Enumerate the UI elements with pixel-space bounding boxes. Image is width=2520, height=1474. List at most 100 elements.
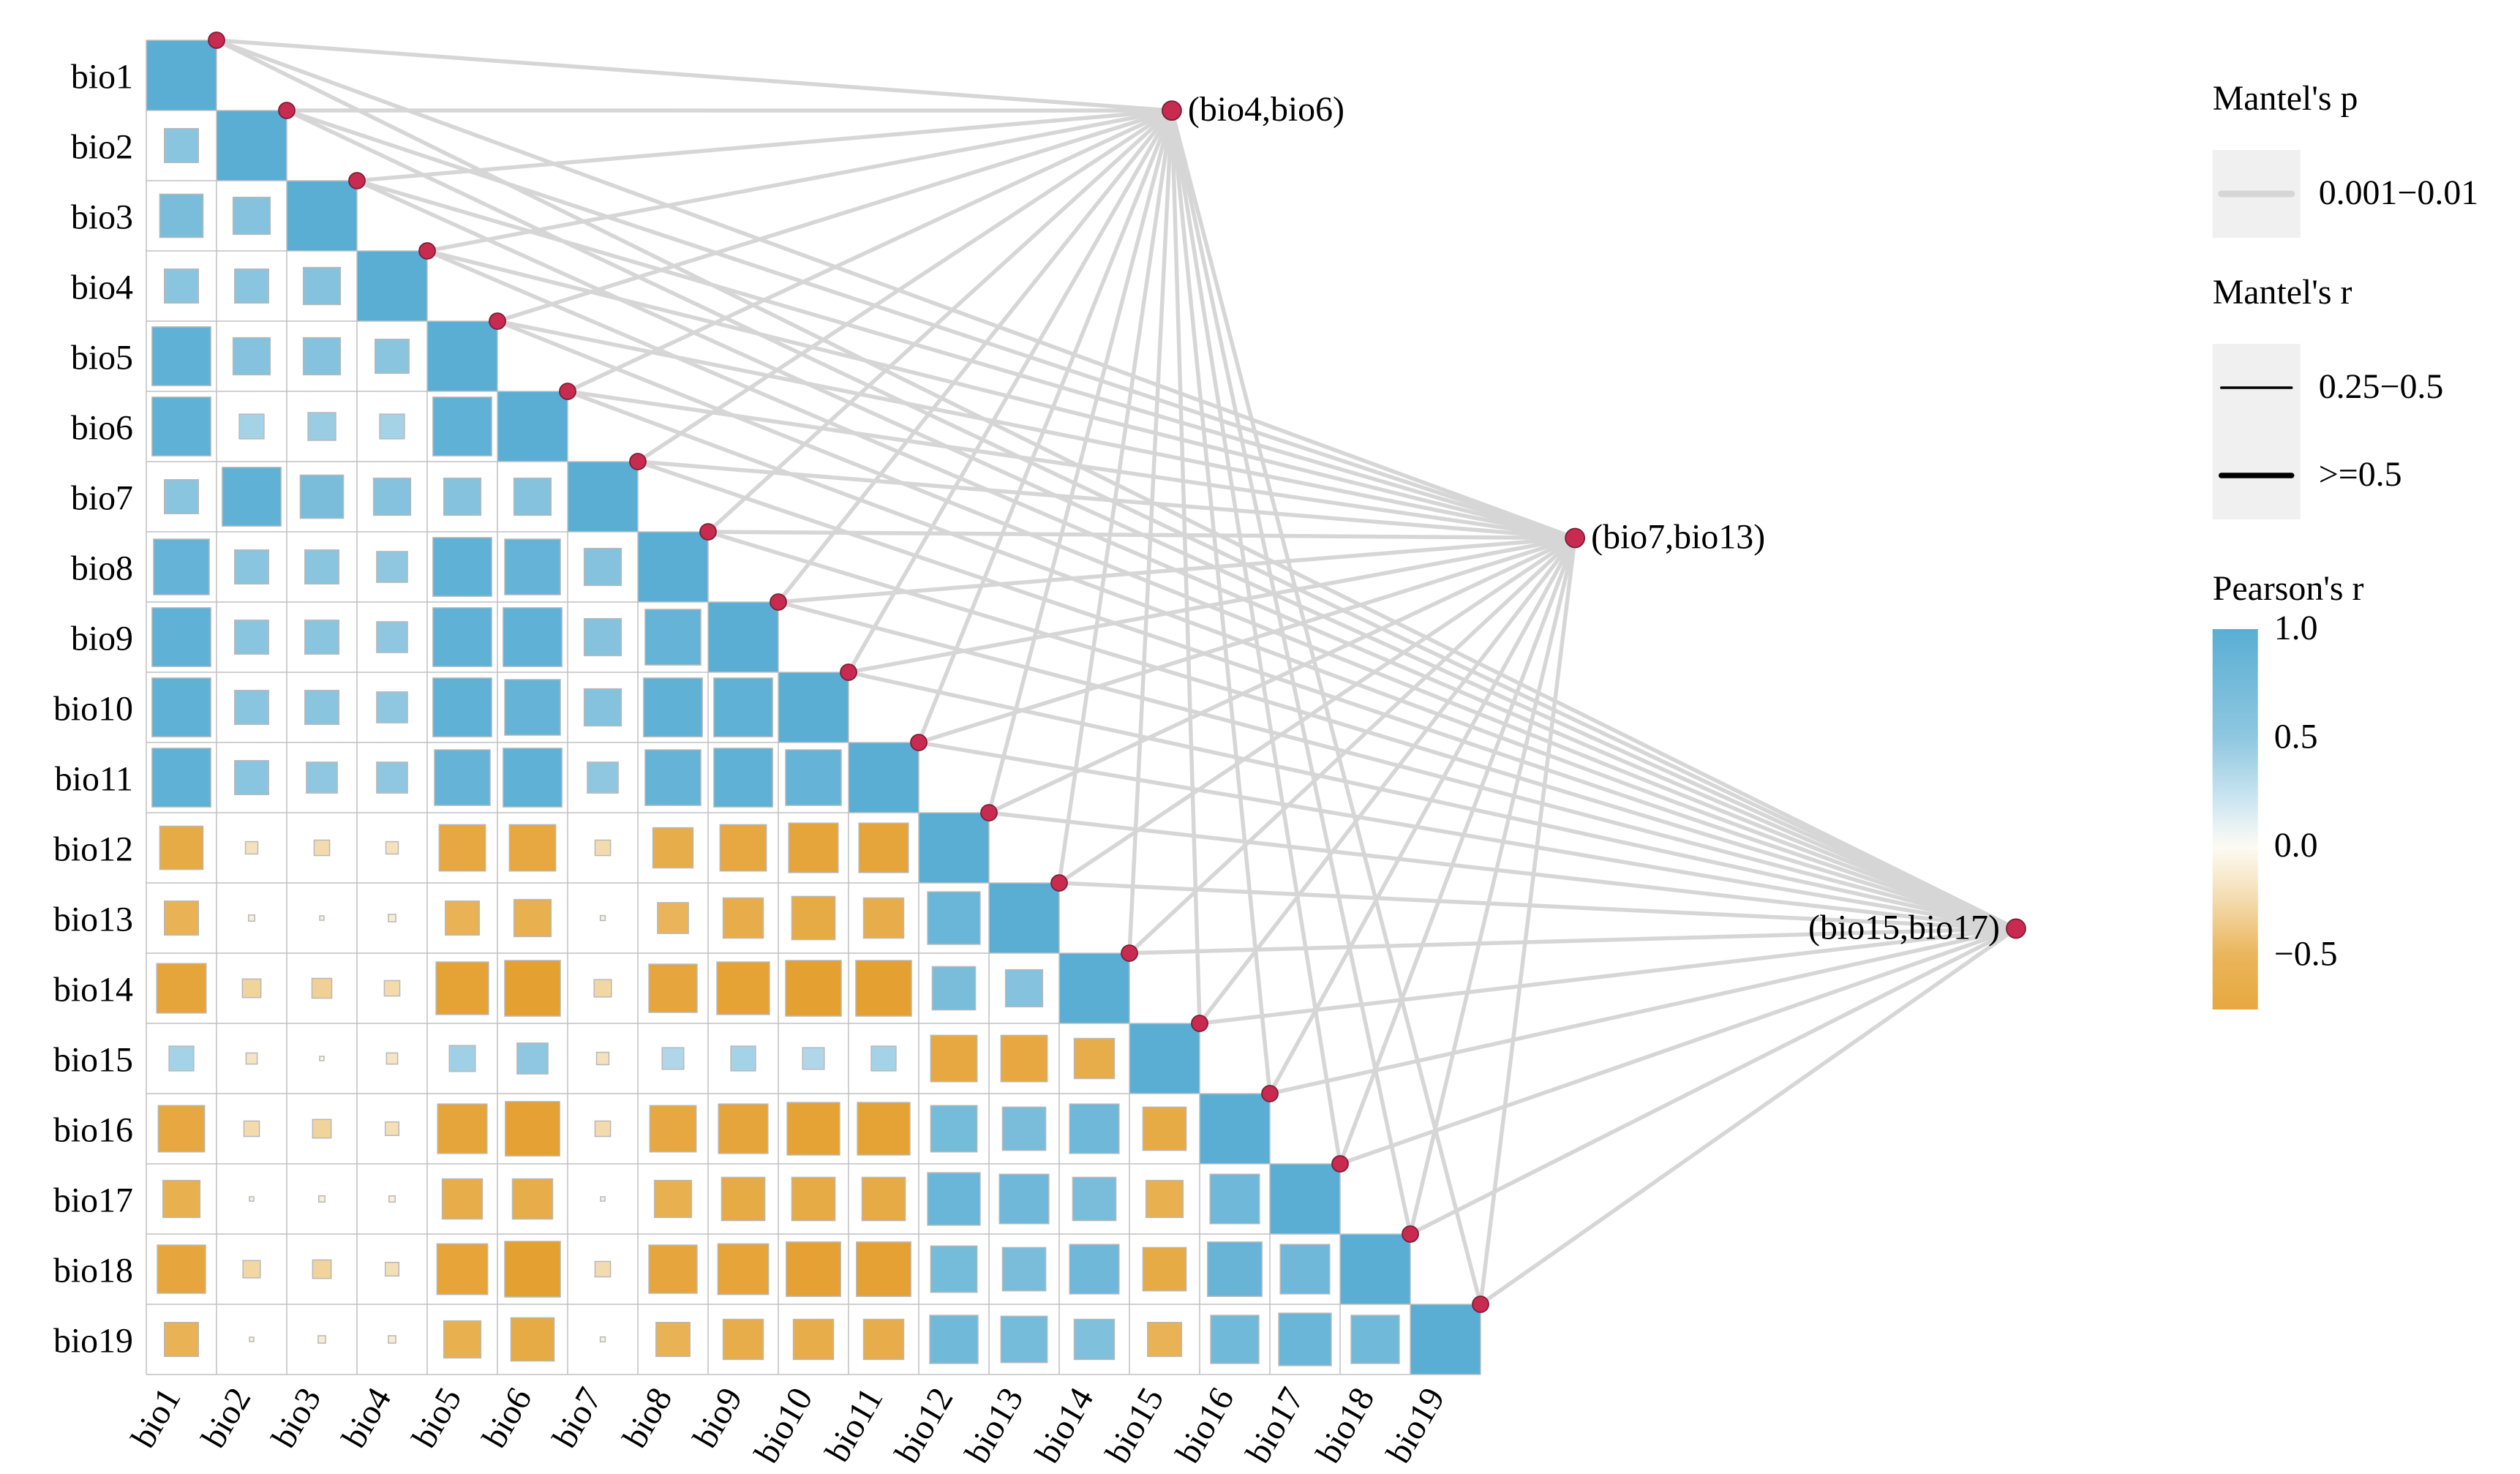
matrix-cell xyxy=(233,338,271,375)
matrix-cell xyxy=(377,692,407,723)
matrix-cell xyxy=(159,826,203,869)
matrix-cell xyxy=(1002,1107,1045,1150)
legend-title-pearson-r: Pearson's r xyxy=(2213,569,2364,608)
legend-item-label: 0.001−0.01 xyxy=(2319,173,2479,212)
matrix-cell xyxy=(222,467,281,526)
matrix-cell xyxy=(244,1121,259,1136)
matrix-cell xyxy=(306,762,337,793)
matrix-cell xyxy=(433,397,492,456)
matrix-cell xyxy=(312,1119,331,1138)
matrix-cell xyxy=(857,1102,910,1155)
y-axis-label: bio10 xyxy=(53,689,133,728)
matrix-cell xyxy=(1069,1244,1119,1294)
matrix-cell xyxy=(249,1197,254,1201)
y-axis-label: bio6 xyxy=(71,408,133,447)
matrix-cell xyxy=(649,964,697,1012)
matrix-cell xyxy=(308,413,336,440)
matrix-cell xyxy=(1143,1107,1186,1150)
matrix-cell xyxy=(165,129,198,162)
matrix-cell xyxy=(714,678,772,737)
matrix-cell xyxy=(1148,1323,1181,1356)
y-axis-label: bio19 xyxy=(53,1321,133,1360)
matrix-cell xyxy=(1280,1244,1330,1294)
diagonal-marker xyxy=(1262,1086,1278,1102)
matrix-cell xyxy=(436,962,489,1015)
matrix-cell xyxy=(786,1242,840,1296)
matrix-cell xyxy=(444,1321,481,1358)
y-axis-label: bio9 xyxy=(71,619,133,658)
matrix-cell xyxy=(377,552,407,582)
diagonal-marker xyxy=(1051,875,1067,891)
matrix-cell xyxy=(644,678,702,737)
matrix-cell xyxy=(514,900,552,937)
matrix-cell xyxy=(778,672,849,742)
matrix-cell xyxy=(638,532,708,602)
matrix-cell xyxy=(305,550,339,584)
matrix-cell xyxy=(1351,1315,1399,1364)
matrix-cell xyxy=(1200,1094,1270,1164)
hub-label: (bio4,bio6) xyxy=(1188,90,1344,129)
matrix-cell xyxy=(989,883,1059,953)
matrix-cell xyxy=(650,1105,696,1151)
matrix-cell xyxy=(656,1323,690,1356)
diagonal-marker xyxy=(279,102,295,119)
diagonal-marker xyxy=(1332,1156,1348,1172)
matrix-cell xyxy=(437,1104,487,1154)
hub-marker xyxy=(1162,101,1181,120)
matrix-cell xyxy=(427,321,497,391)
colorbar xyxy=(2213,629,2258,1009)
matrix-cell xyxy=(1410,1304,1481,1375)
matrix-cell xyxy=(154,539,209,595)
matrix-cell xyxy=(794,1320,834,1360)
matrix-cell xyxy=(930,1105,977,1151)
matrix-cell xyxy=(300,475,343,518)
matrix-cell xyxy=(385,1122,399,1136)
y-axis-label: bio5 xyxy=(71,338,133,377)
hub-label: (bio7,bio13) xyxy=(1591,517,1765,556)
diagonal-marker xyxy=(770,594,786,610)
colorbar-tick-label: 0.0 xyxy=(2274,826,2318,865)
diagonal-marker xyxy=(840,664,857,680)
colorbar-tick-label: 1.0 xyxy=(2274,609,2318,647)
matrix-cell xyxy=(318,1336,326,1343)
matrix-cell xyxy=(152,748,211,807)
matrix-cell xyxy=(1279,1313,1331,1366)
matrix-cell xyxy=(723,898,764,939)
matrix-cell xyxy=(932,966,975,1009)
matrix-cell xyxy=(312,978,331,998)
matrix-cell xyxy=(717,962,770,1015)
diagonal-marker xyxy=(208,32,225,48)
hub-marker xyxy=(1565,528,1584,547)
y-axis-label: bio8 xyxy=(71,549,133,587)
matrix-cell xyxy=(239,414,264,439)
matrix-cell xyxy=(314,840,329,855)
matrix-cell xyxy=(374,478,411,516)
matrix-cell xyxy=(375,339,409,373)
matrix-cell xyxy=(517,1043,548,1074)
matrix-cell xyxy=(505,960,560,1016)
matrix-cell xyxy=(871,1046,896,1071)
matrix-cell xyxy=(152,608,211,666)
matrix-cell xyxy=(862,1177,905,1220)
matrix-cell xyxy=(246,1053,257,1064)
matrix-cell xyxy=(601,1337,606,1342)
matrix-cell xyxy=(233,198,271,235)
matrix-cell xyxy=(1210,1174,1260,1224)
matrix-cell xyxy=(169,1046,194,1071)
matrix-cell xyxy=(385,1263,399,1276)
matrix-cell xyxy=(152,327,211,386)
y-axis-label: bio1 xyxy=(71,57,133,96)
matrix-cell xyxy=(655,1181,692,1218)
matrix-cell xyxy=(449,1045,475,1071)
matrix-cell xyxy=(505,1102,560,1156)
matrix-cell xyxy=(587,762,618,793)
matrix-cell xyxy=(999,1174,1049,1224)
y-axis-label: bio14 xyxy=(53,970,133,1009)
matrix-cell xyxy=(384,980,399,996)
matrix-cell xyxy=(568,462,638,532)
matrix-cell xyxy=(158,1105,204,1151)
matrix-cell xyxy=(708,602,778,672)
matrix-cell xyxy=(720,824,766,871)
matrix-cell xyxy=(235,620,268,654)
matrix-cell xyxy=(849,742,919,813)
